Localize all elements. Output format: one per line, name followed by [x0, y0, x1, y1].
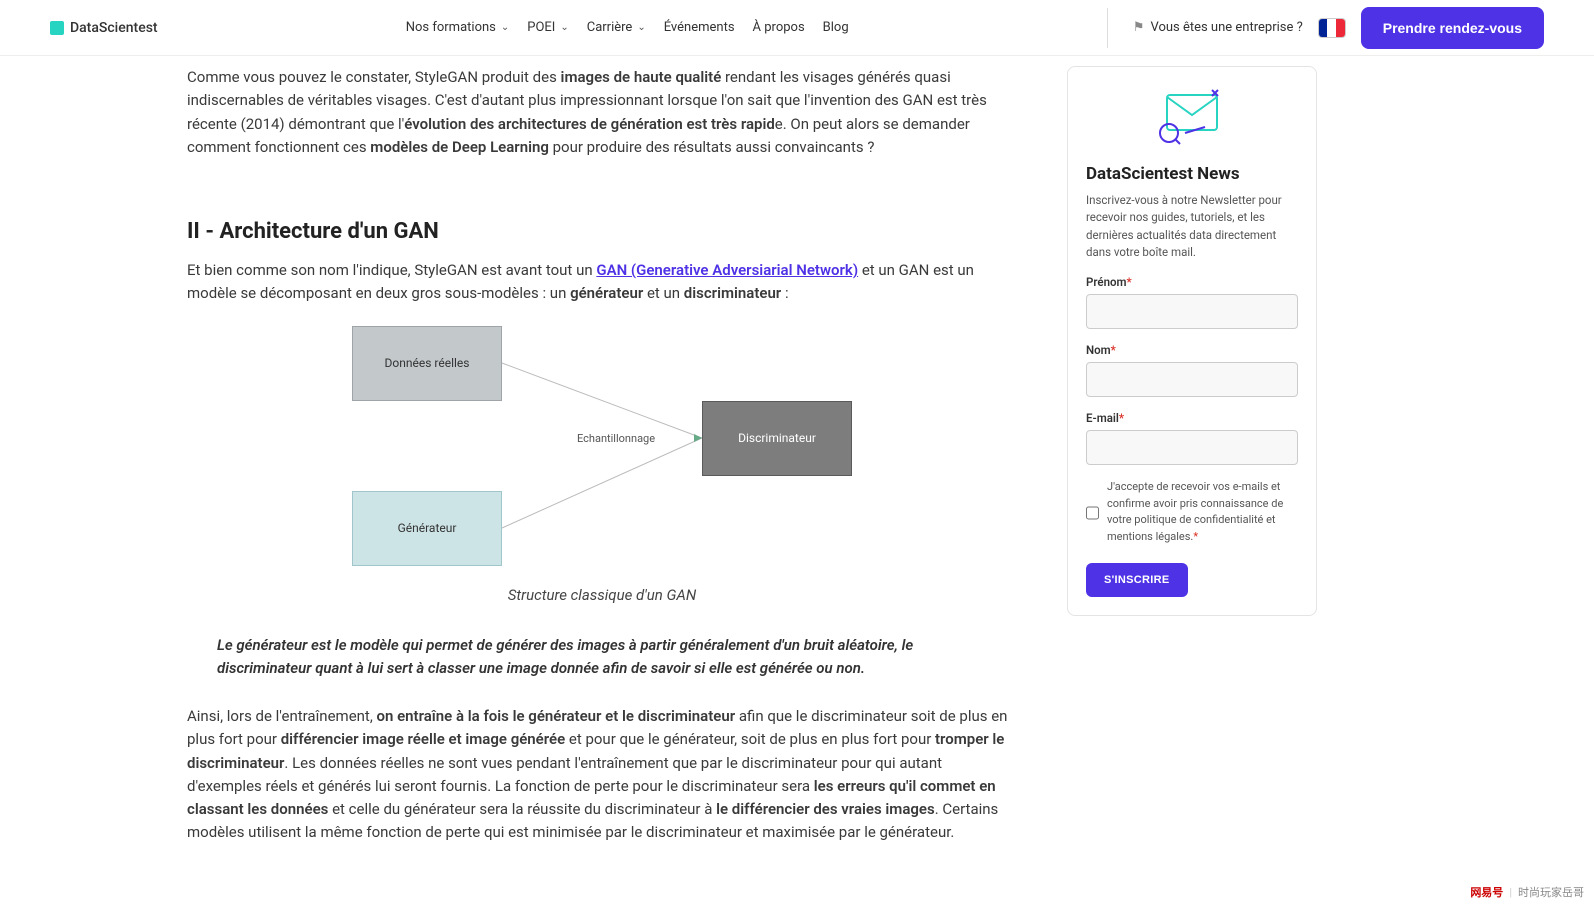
section-heading: II - Architecture d'un GAN — [187, 219, 1017, 244]
logo-text: DataScientest — [70, 20, 158, 36]
subscribe-button[interactable]: S'INSCRIRE — [1086, 563, 1188, 597]
email-label: E-mail* — [1086, 411, 1298, 425]
watermark: 网易号 | 时尚玩家岳哥 — [1470, 884, 1584, 900]
paragraph-1: Comme vous pouvez le constater, StyleGAN… — [187, 66, 1017, 159]
nav-carri-re[interactable]: Carrière⌄ — [587, 20, 646, 35]
nav--v-nements[interactable]: Événements — [664, 20, 735, 35]
chevron-down-icon: ⌄ — [560, 22, 568, 33]
email-input[interactable] — [1086, 430, 1298, 465]
nav-blog[interactable]: Blog — [823, 20, 849, 35]
nom-input[interactable] — [1086, 362, 1298, 397]
consent-checkbox[interactable] — [1086, 481, 1099, 545]
paragraph-3: Ainsi, lors de l'entraînement, on entraî… — [187, 705, 1017, 845]
logo-icon — [50, 21, 64, 35]
newsletter-desc: Inscrivez-vous à notre Newsletter pour r… — [1086, 192, 1298, 261]
building-icon: ⚑ — [1133, 20, 1145, 35]
nom-label: Nom* — [1086, 343, 1298, 357]
nav--propos[interactable]: À propos — [753, 20, 805, 35]
newsletter-card: DataScientest News Inscrivez-vous à notr… — [1067, 66, 1317, 616]
paragraph-2: Et bien comme son nom l'indique, StyleGA… — [187, 259, 1017, 306]
diagram-box-discriminator: Discriminateur — [702, 401, 852, 476]
main-nav: Nos formations⌄ POEI⌄ Carrière⌄ Événements À… — [406, 20, 849, 35]
diagram-label-sampling: Echantillonnage — [577, 432, 655, 445]
consent-text: J'accepte de recevoir vos e-mails et con… — [1107, 479, 1298, 545]
nav-nos-formations[interactable]: Nos formations⌄ — [406, 20, 510, 35]
nav-poei[interactable]: POEI⌄ — [527, 20, 568, 35]
entreprise-link[interactable]: ⚑ Vous êtes une entreprise ? — [1133, 20, 1303, 35]
blockquote: Le générateur est le modèle qui permet d… — [187, 634, 1017, 681]
chevron-down-icon: ⌄ — [637, 22, 645, 33]
diagram-box-generator: Générateur — [352, 491, 502, 566]
prenom-label: Prénom* — [1086, 275, 1298, 289]
logo[interactable]: DataScientest — [50, 20, 158, 36]
diagram-caption: Structure classique d'un GAN — [187, 586, 1017, 604]
newsletter-illustration — [1086, 85, 1298, 154]
prenom-input[interactable] — [1086, 294, 1298, 329]
gan-diagram: Données réelles Générateur Discriminateu… — [352, 326, 852, 566]
diagram-box-real-data: Données réelles — [352, 326, 502, 401]
chevron-down-icon: ⌄ — [501, 22, 509, 33]
divider — [1107, 8, 1108, 48]
gan-link[interactable]: GAN (Generative Adversiarial Network) — [596, 261, 858, 279]
newsletter-title: DataScientest News — [1086, 164, 1298, 184]
entreprise-label: Vous êtes une entreprise ? — [1150, 20, 1302, 35]
cta-button[interactable]: Prendre rendez-vous — [1361, 7, 1544, 49]
article-body: Comme vous pouvez le constater, StyleGAN… — [187, 56, 1017, 860]
language-flag[interactable] — [1318, 18, 1346, 38]
